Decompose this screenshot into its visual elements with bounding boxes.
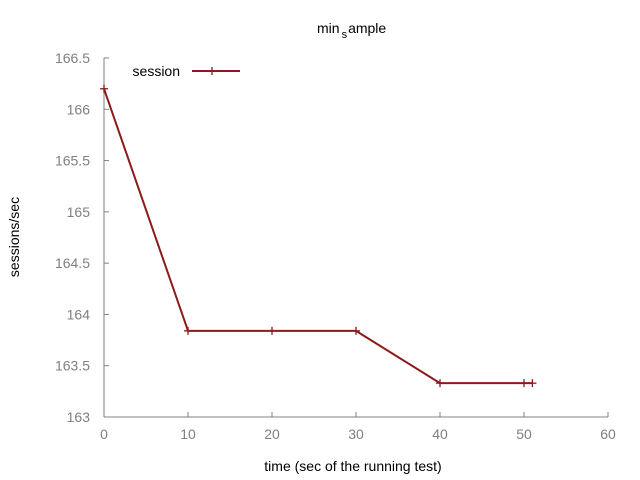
data-point (268, 326, 276, 335)
x-tick-label: 60 (600, 426, 616, 442)
x-tick-label: 10 (180, 426, 196, 442)
chart-title-main: min (317, 20, 340, 36)
data-point (528, 379, 537, 388)
y-tick-label: 164 (67, 306, 91, 322)
x-tick-label: 30 (348, 426, 364, 442)
x-axis-label: time (sec of the running test) (264, 458, 441, 474)
data-point (436, 379, 444, 388)
data-point (100, 84, 108, 93)
y-tick-label: 165.5 (55, 153, 90, 169)
y-tick-label: 164.5 (55, 255, 90, 271)
x-tick-label: 20 (264, 426, 280, 442)
x-tick-label: 50 (516, 426, 532, 442)
data-point (184, 326, 192, 335)
x-tick-label: 0 (100, 426, 108, 442)
chart-title-sub: s (342, 29, 348, 41)
data-point (352, 326, 360, 335)
y-tick-label: 166 (67, 101, 91, 117)
series-line-session (103, 88, 533, 385)
legend-label: session (133, 63, 180, 79)
chart-title: min sample (317, 20, 386, 41)
y-tick-label: 165 (67, 204, 91, 220)
y-axis-label: sessions/sec (6, 197, 22, 277)
chart-title-rest: ample (348, 20, 386, 36)
y-tick-label: 163 (67, 409, 91, 425)
x-tick-label: 40 (432, 426, 448, 442)
y-tick-label: 166.5 (55, 50, 90, 66)
y-tick-label: 163.5 (55, 358, 90, 374)
data-point (520, 379, 528, 388)
